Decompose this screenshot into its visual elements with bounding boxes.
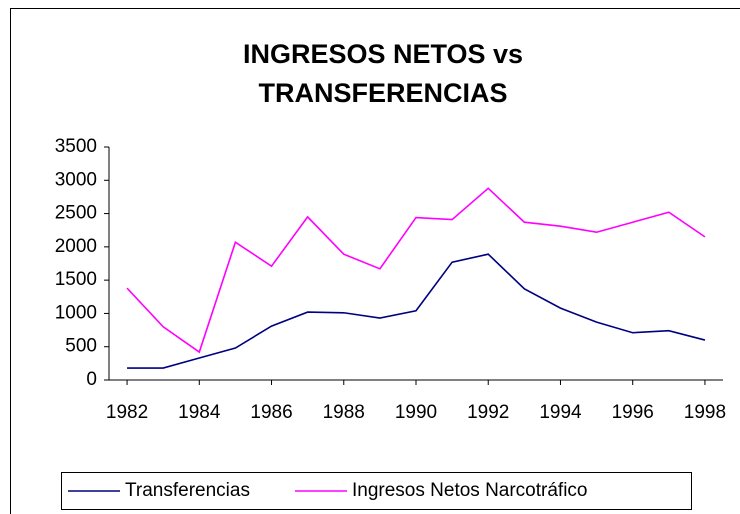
x-tick-label: 1986: [250, 402, 292, 423]
y-tick-label: 2500: [55, 203, 97, 224]
x-tick-label: 1992: [467, 402, 509, 423]
y-tick-label: 2000: [55, 236, 97, 257]
chart-frame: [10, 8, 740, 514]
y-tick-label: 0: [86, 369, 97, 390]
y-tick-label: 500: [65, 336, 97, 357]
x-tick-label: 1988: [323, 402, 365, 423]
legend-label: Ingresos Netos Narcotráfico: [352, 480, 588, 501]
series-line: [126, 187, 706, 354]
x-tick-label: 1984: [178, 402, 221, 423]
legend-label: Transferencias: [125, 480, 250, 501]
legend-box: [61, 472, 692, 510]
y-tick-label: 1000: [55, 302, 97, 323]
y-tick-label: 3500: [55, 136, 97, 157]
chart-title: INGRESOS NETOS vs: [243, 39, 523, 69]
x-tick-label: 1994: [539, 402, 582, 423]
x-tick-label: 1982: [106, 402, 148, 423]
chart-title: TRANSFERENCIAS: [258, 78, 507, 108]
x-tick-label: 1990: [395, 402, 437, 423]
series-line: [127, 253, 706, 369]
x-tick-label: 1996: [612, 402, 654, 423]
y-tick-label: 1500: [55, 269, 97, 290]
x-tick-label: 1998: [684, 402, 726, 423]
y-tick-label: 3000: [55, 169, 97, 190]
